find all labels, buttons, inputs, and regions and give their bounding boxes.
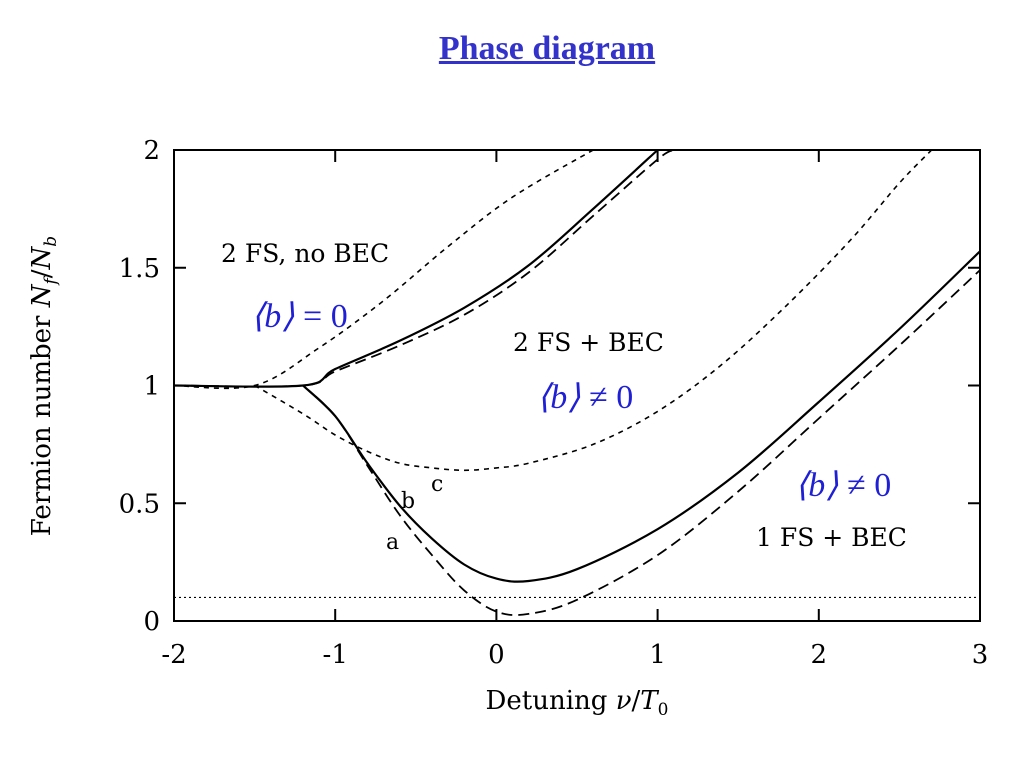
y-tick-label: 1 [143,372,160,402]
series-line-c-5 [254,149,933,472]
annotation-1-right: 0 [331,298,348,335]
curves [173,149,981,616]
annotation-2-left: ⟨b⟩ [537,379,581,416]
series-line-short-dash-2 [173,149,594,390]
x-tick-label: -1 [323,640,348,670]
region-label-2fs-bec: 2 FS + BEC [513,328,664,357]
annotation-1-left: ⟨b⟩ [251,298,295,335]
series-line-long-dash-1 [173,149,675,388]
annotation-3-right: 0 [874,467,891,504]
annotation-3-left: ⟨b⟩ [795,467,839,504]
region-label-1fs-bec: 1 FS + BEC [756,523,907,552]
annotation-1-op: = [303,298,322,335]
x-axis-title: Detuning ν/T0 [486,686,669,720]
series-line-a-4 [302,269,981,616]
curve-label-c: c [431,472,443,497]
annotation-b-not-zero-lower: ⟨b⟩ ≠ 0 [795,467,891,504]
x-tick-labels: -2 -1 0 1 2 3 [161,640,988,670]
y-tick-label: 2 [143,136,160,166]
x-tick-label: 3 [972,640,989,670]
series-line-b-3 [302,250,981,583]
annotation-2-right: 0 [616,379,633,416]
y-tick-label: 1.5 [119,254,160,284]
annotation-3-op: ≠ [847,467,866,504]
curve-label-a: a [386,530,399,555]
annotation-2-op: ≠ [589,379,608,416]
y-axis-title: Fermion number Nf/Nb [27,236,61,536]
x-tick-label: 1 [649,640,666,670]
region-label-2fs-no-bec: 2 FS, no BEC [221,239,389,268]
y-tick-labels: 0 0.5 1 1.5 2 [119,136,160,637]
x-tick-label: -2 [161,640,186,670]
y-tick-label: 0.5 [119,489,160,519]
x-tick-label: 2 [811,640,828,670]
x-tick-label: 0 [488,640,505,670]
tick-marks [173,149,981,622]
annotation-b-equals-zero: ⟨b⟩ = 0 [251,298,348,335]
y-tick-label: 0 [143,607,160,637]
annotation-b-not-zero-upper: ⟨b⟩ ≠ 0 [537,379,633,416]
curve-label-b: b [401,489,415,514]
slide-title: Phase diagram [438,30,656,67]
